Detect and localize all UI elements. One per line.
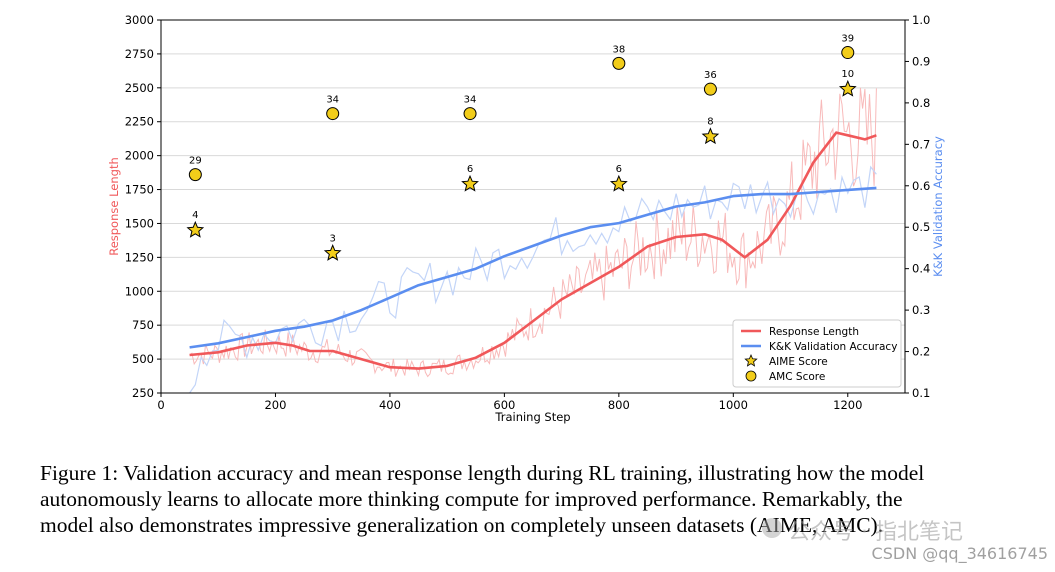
y-right-tick-label: 0.2 xyxy=(912,345,930,359)
aime-score-label: 6 xyxy=(616,164,622,175)
y-right-tick-label: 0.1 xyxy=(912,386,930,400)
amc-score-label: 38 xyxy=(612,44,625,55)
legend: Response Length K&K Validation Accuracy AI… xyxy=(732,319,902,388)
x-tick-label: 400 xyxy=(379,398,401,412)
y-right-tick-label: 0.3 xyxy=(912,303,930,317)
aime-star-marker xyxy=(609,174,628,192)
y-right-tick-label: 0.9 xyxy=(912,54,930,68)
y-right-tick-label: 1.0 xyxy=(912,13,930,27)
amc-score-label: 34 xyxy=(326,95,339,106)
aime-score-label: 10 xyxy=(841,69,854,80)
y-right-tick-label: 0.8 xyxy=(912,96,930,110)
amc-score-label: 36 xyxy=(704,70,717,81)
caption-line-2: autonomously learns to allocate more thi… xyxy=(40,487,903,511)
y-left-tick-label: 1000 xyxy=(125,284,154,298)
amc-circle-marker xyxy=(463,107,477,121)
x-tick-label: 1000 xyxy=(719,398,748,412)
legend-circle-icon xyxy=(745,370,757,382)
y-left-tick-label: 500 xyxy=(132,352,154,366)
accuracy-raw-line xyxy=(189,165,877,394)
legend-star-icon xyxy=(744,353,758,367)
legend-label: AIME Score xyxy=(769,356,828,368)
wechat-logo-icon xyxy=(762,518,782,538)
aime-star-marker xyxy=(186,220,205,238)
amc-score-label: 34 xyxy=(464,95,477,106)
x-axis-label: Training Step xyxy=(494,410,570,424)
amc-circle-marker xyxy=(703,82,717,96)
caption-line-3: model also demonstrates impressive gener… xyxy=(40,513,884,537)
y-left-tick-label: 3000 xyxy=(125,13,154,27)
x-tick-label: 600 xyxy=(493,398,515,412)
aime-score-label: 4 xyxy=(192,210,198,221)
aime-star-marker xyxy=(461,174,479,192)
x-tick-label: 0 xyxy=(157,398,164,412)
x-tick-label: 200 xyxy=(264,398,286,412)
y-left-tick-label: 250 xyxy=(132,386,154,400)
raw-series xyxy=(189,87,877,394)
y-right-tick-label: 0.6 xyxy=(912,179,930,193)
x-tick-label: 800 xyxy=(608,398,630,412)
watermark: 公众号 · 指北笔记 CSDN @qq_34616745 xyxy=(762,512,1052,570)
y-right-tick-label: 0.5 xyxy=(912,220,930,234)
aime-star-marker xyxy=(838,79,857,97)
y-left-tick-label: 1250 xyxy=(125,250,154,264)
legend-label: Response Length xyxy=(769,326,859,338)
y-right-tick-label: 0.4 xyxy=(912,262,930,276)
legend-label: K&K Validation Accuracy xyxy=(769,341,897,353)
y-left-tick-label: 2750 xyxy=(125,47,154,61)
y-left-tick-label: 2250 xyxy=(125,115,154,129)
y-left-tick-label: 2000 xyxy=(125,149,154,163)
watermark-line-2: CSDN @qq_34616745 xyxy=(871,544,1048,563)
series-lines xyxy=(189,131,877,370)
aime-score-label: 3 xyxy=(330,233,336,244)
legend-box xyxy=(732,319,902,388)
y-left-tick-label: 2500 xyxy=(125,81,154,95)
response-length-raw-line xyxy=(189,87,877,378)
aime-score-label: 6 xyxy=(467,164,473,175)
amc-score-label: 29 xyxy=(189,156,202,167)
y-left-tick-label: 1750 xyxy=(125,183,154,197)
amc-circle-marker xyxy=(841,46,855,60)
y-right-tick-label: 0.7 xyxy=(912,137,930,151)
amc-circle-marker xyxy=(612,56,626,70)
response-length-line xyxy=(189,131,877,370)
figure-caption: Figure 1: Validation accuracy and mean r… xyxy=(40,460,1040,538)
watermark-line-1: 公众号 · 指北笔记 xyxy=(788,520,963,545)
accuracy-line xyxy=(189,186,877,349)
aime-score-label: 8 xyxy=(707,117,713,128)
axes: 2505007501000125015001750200022502500275… xyxy=(107,13,945,424)
y-right-axis-label: K&K Validation Accuracy xyxy=(931,136,945,277)
caption-line-1: Figure 1: Validation accuracy and mean r… xyxy=(40,461,925,485)
y-left-tick-label: 750 xyxy=(132,318,154,332)
y-left-axis-label: Response Length xyxy=(107,157,121,256)
legend-label: AMC Score xyxy=(769,371,825,383)
amc-circle-marker xyxy=(326,107,340,121)
amc-score-label: 39 xyxy=(841,34,854,45)
aime-star-marker xyxy=(701,127,720,145)
amc-circle-marker xyxy=(188,168,202,182)
plot-frame xyxy=(160,19,906,394)
x-tick-label: 1200 xyxy=(833,398,862,412)
y-left-tick-label: 1500 xyxy=(125,216,154,230)
aime-star-marker xyxy=(323,243,342,261)
